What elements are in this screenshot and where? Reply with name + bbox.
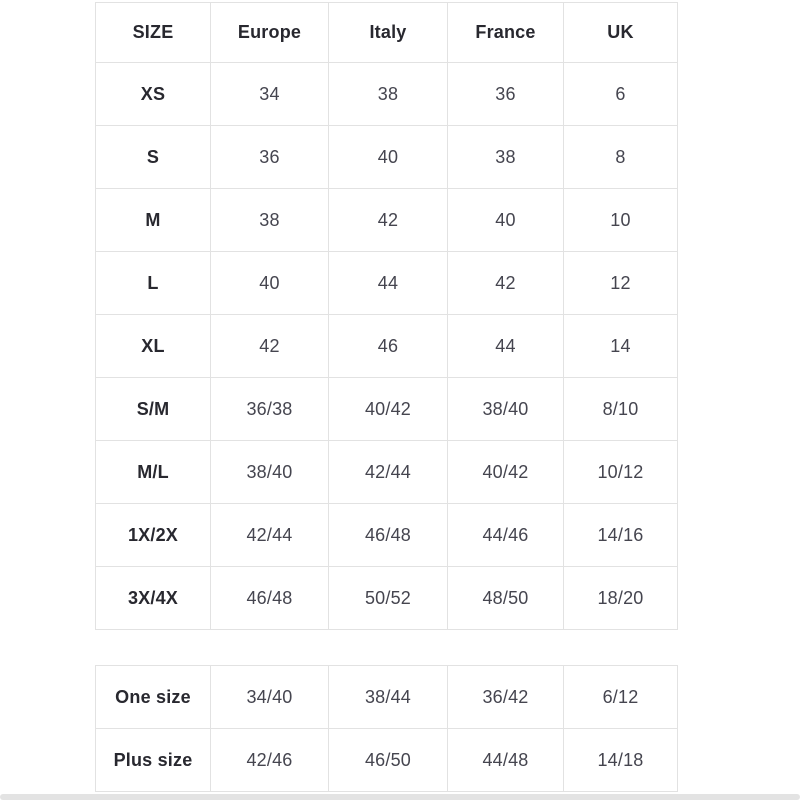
value-cell: 40/42 <box>328 377 448 441</box>
value-cell: 38 <box>328 62 448 126</box>
value-cell: 34 <box>210 62 329 126</box>
value-cell: 38 <box>447 125 564 189</box>
value-cell: 8 <box>563 125 678 189</box>
value-cell: 46 <box>328 314 448 378</box>
value-cell: 44 <box>447 314 564 378</box>
value-cell: 42 <box>328 188 448 252</box>
value-cell: 44 <box>328 251 448 315</box>
horizontal-scrollbar[interactable] <box>0 794 800 800</box>
table-row: XS 34 38 36 6 <box>95 62 678 126</box>
table-row: M 38 42 40 10 <box>95 188 678 252</box>
size-label-cell: 3X/4X <box>95 566 211 630</box>
value-cell: 18/20 <box>563 566 678 630</box>
table-row: XL 42 46 44 14 <box>95 314 678 378</box>
table-row: Plus size 42/46 46/50 44/48 14/18 <box>95 728 678 792</box>
value-cell: 38/40 <box>447 377 564 441</box>
value-cell: 6/12 <box>563 665 678 729</box>
size-label-cell: L <box>95 251 211 315</box>
value-cell: 36 <box>447 62 564 126</box>
value-cell: 44/46 <box>447 503 564 567</box>
size-label-cell: M/L <box>95 440 211 504</box>
value-cell: 12 <box>563 251 678 315</box>
value-cell: 42/44 <box>328 440 448 504</box>
table-row: One size 34/40 38/44 36/42 6/12 <box>95 665 678 729</box>
value-cell: 46/48 <box>210 566 329 630</box>
value-cell: 38 <box>210 188 329 252</box>
value-cell: 36/38 <box>210 377 329 441</box>
table-row: L 40 44 42 12 <box>95 251 678 315</box>
size-label-cell: XS <box>95 62 211 126</box>
value-cell: 14 <box>563 314 678 378</box>
table-row: S 36 40 38 8 <box>95 125 678 189</box>
value-cell: 14/16 <box>563 503 678 567</box>
value-cell: 40 <box>210 251 329 315</box>
value-cell: 50/52 <box>328 566 448 630</box>
table-row: 1X/2X 42/44 46/48 44/46 14/16 <box>95 503 678 567</box>
value-cell: 46/48 <box>328 503 448 567</box>
value-cell: 38/40 <box>210 440 329 504</box>
column-header: France <box>447 2 564 63</box>
value-cell: 6 <box>563 62 678 126</box>
value-cell: 46/50 <box>328 728 448 792</box>
column-header: Europe <box>210 2 329 63</box>
value-cell: 42 <box>210 314 329 378</box>
special-sizes-table: One size 34/40 38/44 36/42 6/12 Plus size 42/4… <box>95 665 678 792</box>
size-label-cell: One size <box>95 665 211 729</box>
size-label-cell: S/M <box>95 377 211 441</box>
table-row: 3X/4X 46/48 50/52 48/50 18/20 <box>95 566 678 630</box>
value-cell: 40/42 <box>447 440 564 504</box>
column-header: UK <box>563 2 678 63</box>
value-cell: 36/42 <box>447 665 564 729</box>
size-label-cell: XL <box>95 314 211 378</box>
value-cell: 44/48 <box>447 728 564 792</box>
value-cell: 40 <box>328 125 448 189</box>
table-row: S/M 36/38 40/42 38/40 8/10 <box>95 377 678 441</box>
value-cell: 36 <box>210 125 329 189</box>
value-cell: 42/46 <box>210 728 329 792</box>
value-cell: 48/50 <box>447 566 564 630</box>
value-cell: 38/44 <box>328 665 448 729</box>
table-row: M/L 38/40 42/44 40/42 10/12 <box>95 440 678 504</box>
column-header: SIZE <box>95 2 211 63</box>
value-cell: 8/10 <box>563 377 678 441</box>
value-cell: 10/12 <box>563 440 678 504</box>
value-cell: 34/40 <box>210 665 329 729</box>
value-cell: 42 <box>447 251 564 315</box>
size-label-cell: S <box>95 125 211 189</box>
header-row: SIZE Europe Italy France UK <box>95 2 678 63</box>
value-cell: 42/44 <box>210 503 329 567</box>
value-cell: 14/18 <box>563 728 678 792</box>
size-label-cell: 1X/2X <box>95 503 211 567</box>
size-conversion-table: SIZE Europe Italy France UK XS 34 38 36 6 S 36 40 38 8… <box>95 2 678 630</box>
size-label-cell: Plus size <box>95 728 211 792</box>
column-header: Italy <box>328 2 448 63</box>
value-cell: 10 <box>563 188 678 252</box>
size-label-cell: M <box>95 188 211 252</box>
value-cell: 40 <box>447 188 564 252</box>
